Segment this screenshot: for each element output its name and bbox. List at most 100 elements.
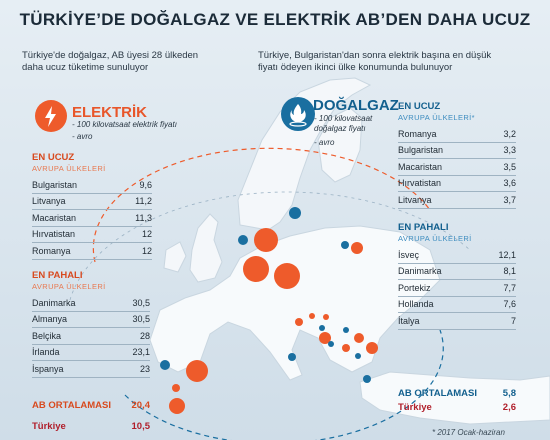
gas-eu-average: AB ORTALAMASI 5,8 (398, 388, 516, 399)
gas-expensive-heading: EN PAHALI (398, 222, 449, 233)
list-item: Macaristan 3,5 (398, 158, 516, 176)
eu-average-value: 5,8 (502, 388, 516, 399)
list-item: Almanya 30,5 (32, 311, 150, 328)
country-name: Macaristan (32, 209, 120, 227)
list-item: Belçika 28 (32, 327, 150, 345)
gas-title: DOĞALGAZ (313, 97, 399, 114)
list-item: Hırvatistan 12 (32, 226, 152, 243)
gas-subtitle-line-2: doğalgaz fiyatı (314, 124, 366, 133)
country-name: Romanya (398, 126, 491, 143)
country-name: Belçika (32, 327, 117, 345)
gas-turkey: Türkiye 2,6 (398, 402, 516, 413)
country-name: Hırvatistan (398, 175, 491, 192)
list-item: Romanya 3,2 (398, 126, 516, 143)
bubble-elec-denmark (254, 228, 278, 252)
bubble-gas-lithuania (341, 241, 349, 249)
bubble-gas-romania (343, 327, 349, 333)
elec-turkey: Türkiye 10,5 (32, 421, 150, 432)
list-item: Macaristan 11,3 (32, 209, 152, 227)
intro-right-line-2: fiyatı ödeyen ikinci ülke konumunda bulu… (258, 62, 453, 73)
turkey-landmass (359, 371, 550, 425)
bubble-elec-czech (295, 318, 303, 326)
price-value: 9,6 (119, 177, 152, 194)
country-name: Hırvatistan (32, 226, 120, 243)
bubble-elec-spain (172, 384, 180, 392)
list-item: İtalya 7 (398, 312, 516, 330)
page-title: TÜRKİYE’DE DOĞALGAZ VE ELEKTRİK AB’DEN D… (19, 10, 531, 29)
list-item: İrlanda 23,1 (32, 344, 150, 361)
price-value: 3,5 (490, 158, 516, 176)
list-item: İspanya 23 (32, 360, 150, 378)
intro-left-line-2: daha ucuz tüketime sunuluyor (22, 62, 149, 73)
list-item: Danimarka 8,1 (398, 263, 516, 280)
bubble-gas-portugal (160, 360, 170, 370)
gas-cheapest-list: Romanya 3,2 Bulgaristan 3,3 Macaristan 3,5 … (398, 126, 516, 209)
scandinavia-landmass (237, 77, 372, 231)
country-name: Bulgaristan (398, 142, 491, 159)
price-value: 3,7 (490, 191, 516, 209)
price-value: 3,3 (490, 142, 516, 159)
price-value: 7,6 (482, 296, 516, 313)
gas-flame-icon (281, 97, 315, 131)
price-value: 3,6 (490, 175, 516, 192)
bubble-elec-poland (323, 314, 329, 320)
price-value: 23,1 (116, 344, 150, 361)
eu-average-label: AB ORTALAMASI (32, 400, 111, 411)
list-item: Bulgaristan 9,6 (32, 177, 152, 194)
price-value: 28 (116, 327, 150, 345)
bubble-elec-croatia (342, 344, 350, 352)
list-item: Litvanya 11,2 (32, 193, 152, 210)
turkey-value: 10,5 (131, 421, 151, 432)
gas-cheapest-heading: EN UCUZ (398, 101, 441, 112)
elec-cheapest-heading: EN UCUZ (32, 152, 75, 163)
bubble-elec-bulgaria (366, 342, 378, 354)
gas-expensive-list: İsveç 12,1 Danimarka 8,1 Portekiz 7,7 Holla… (398, 247, 516, 330)
gas-subtitle-line-1: - 100 kilovatsaat (314, 114, 373, 123)
bubble-gas-hungary (319, 325, 325, 331)
elec-expensive-heading: EN PAHALI (32, 270, 83, 281)
list-item: Bulgaristan 3,3 (398, 142, 516, 159)
gas-subtitle-line-3: - avro (314, 138, 335, 147)
country-name: İspanya (32, 360, 117, 378)
turkey-label: Türkiye (398, 402, 432, 413)
country-name: Portekiz (398, 279, 483, 297)
elec-expensive-subheading: AVRUPA ÜLKELERİ (32, 282, 106, 291)
bubble-elec-austria (309, 313, 315, 319)
country-name: İsveç (398, 247, 483, 264)
eu-average-label: AB ORTALAMASI (398, 388, 477, 399)
electricity-title: ELEKTRİK (72, 104, 147, 121)
country-name: İtalya (398, 312, 483, 330)
bubble-gas-bulgaria (355, 353, 361, 359)
ireland-landmass (163, 241, 187, 273)
country-name: Danimarka (398, 263, 483, 280)
gas-cheapest-subheading: AVRUPA ÜLKELERİ* (398, 113, 475, 122)
list-item: Litvanya 3,7 (398, 191, 516, 209)
price-value: 30,5 (116, 295, 150, 312)
list-item: Romanya 12 (32, 242, 152, 260)
intro-right: Türkiye, Bulgaristan'dan sonra elektrik … (258, 50, 543, 74)
country-name: Macaristan (398, 158, 491, 176)
country-name: Litvanya (32, 193, 120, 210)
turkey-label: Türkiye (32, 421, 66, 432)
price-value: 12 (119, 226, 152, 243)
list-item: İsveç 12,1 (398, 247, 516, 264)
finland-landmass (317, 107, 363, 183)
bubble-gas-sweden (289, 207, 301, 219)
country-name: Hollanda (398, 296, 483, 313)
lightning-icon (35, 100, 67, 132)
country-name: Almanya (32, 311, 117, 328)
bubble-gas-italy (288, 353, 296, 361)
electricity-arc (92, 147, 431, 263)
price-value: 11,2 (119, 193, 152, 210)
price-value: 12,1 (482, 247, 516, 264)
outer-arc (69, 191, 471, 301)
bubble-gas-turkey (363, 375, 371, 383)
country-name: Danimarka (32, 295, 117, 312)
gas-arc (124, 329, 444, 440)
price-value: 23 (116, 360, 150, 378)
elec-expensive-list: Danimarka 30,5 Almanya 30,5 Belçika 28 İrla… (32, 295, 150, 378)
bubble-elec-hungary (319, 332, 331, 344)
bubble-gas-netherlands (238, 235, 248, 245)
bubble-elec-belgium (243, 256, 269, 282)
list-item: Hırvatistan 3,6 (398, 175, 516, 192)
